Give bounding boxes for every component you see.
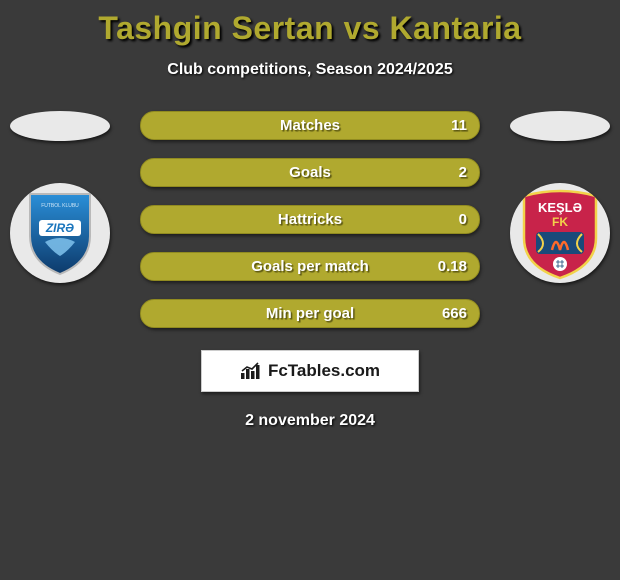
brand-box: FcTables.com [201, 350, 419, 392]
stat-value: 11 [451, 117, 467, 134]
stat-value: 0 [459, 211, 467, 228]
page-title: Tashgin Sertan vs Kantaria [0, 0, 620, 47]
stat-bars: Matches 11 Goals 2 Hattricks 0 Goals per… [140, 111, 480, 328]
stat-bar-matches: Matches 11 [140, 111, 480, 140]
brand-text: FcTables.com [268, 361, 380, 381]
stat-bar-gpm: Goals per match 0.18 [140, 252, 480, 281]
left-player-avatar [10, 111, 110, 141]
stat-label: Goals [289, 164, 331, 181]
svg-text:FUTBOL KLUBU: FUTBOL KLUBU [41, 203, 79, 209]
left-club-badge: ZIRƏ FUTBOL KLUBU [10, 183, 110, 283]
stat-label: Matches [280, 117, 340, 134]
right-club-badge: KEŞLƏ FK [510, 183, 610, 283]
stat-label: Goals per match [251, 258, 369, 275]
chart-icon [240, 362, 262, 380]
stat-bar-goals: Goals 2 [140, 158, 480, 187]
left-player-column: ZIRƏ FUTBOL KLUBU [10, 111, 110, 283]
subtitle: Club competitions, Season 2024/2025 [0, 61, 620, 79]
zire-shield-icon: ZIRƏ FUTBOL KLUBU [25, 190, 95, 276]
right-player-avatar [510, 111, 610, 141]
stat-label: Min per goal [266, 305, 354, 322]
kesle-shield-icon: KEŞLƏ FK [518, 186, 602, 280]
stat-label: Hattricks [278, 211, 342, 228]
comparison-content: ZIRƏ FUTBOL KLUBU KEŞLƏ FK Matches [0, 111, 620, 430]
date-text: 2 november 2024 [0, 412, 620, 430]
stat-value: 666 [442, 305, 467, 322]
svg-text:KEŞLƏ: KEŞLƏ [538, 200, 582, 215]
stat-bar-hattricks: Hattricks 0 [140, 205, 480, 234]
stat-value: 2 [459, 164, 467, 181]
title-text: Tashgin Sertan vs Kantaria [98, 10, 521, 46]
svg-text:ZIRƏ: ZIRƏ [45, 221, 74, 235]
stat-bar-mpg: Min per goal 666 [140, 299, 480, 328]
stat-value: 0.18 [438, 258, 467, 275]
right-player-column: KEŞLƏ FK [510, 111, 610, 283]
svg-text:FK: FK [552, 215, 568, 229]
